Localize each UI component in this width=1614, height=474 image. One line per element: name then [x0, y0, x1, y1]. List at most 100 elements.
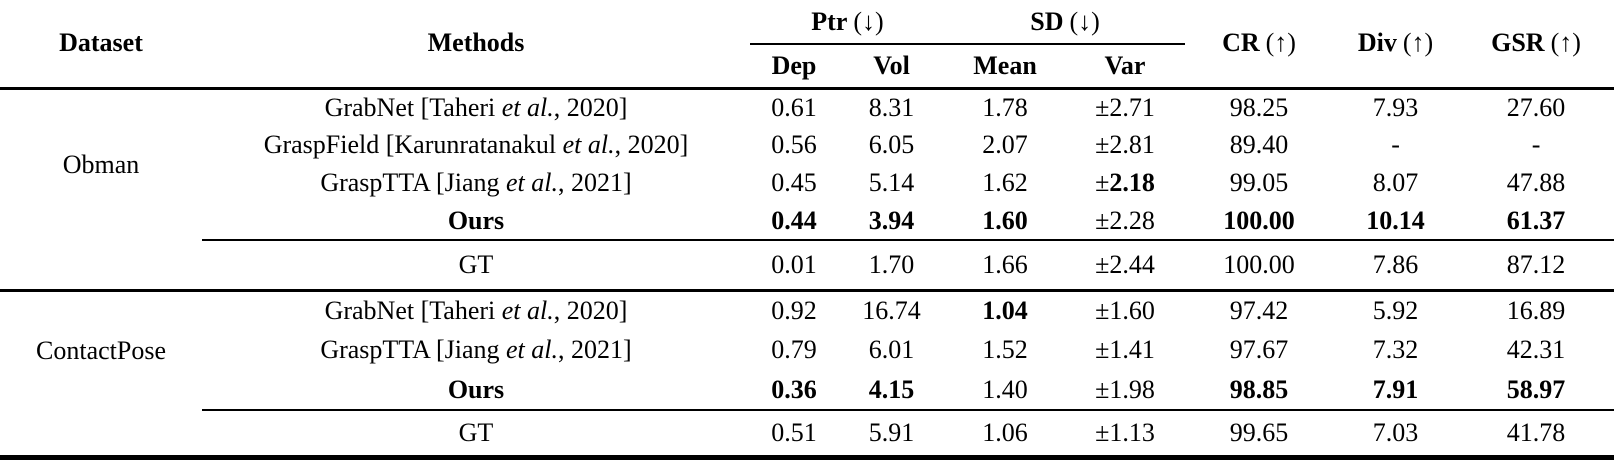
cell-gsr: 87.12: [1458, 239, 1614, 290]
gsr-header-label: GSR: [1491, 28, 1545, 58]
section-contactpose: ContactPose GrabNet [Taheri et al., 2020…: [0, 288, 1614, 460]
cell-method: GrabNet [Taheri et al., 2020]: [324, 92, 628, 122]
cell-method: GraspTTA [Jiang et al., 2021]: [320, 335, 632, 364]
cell-gsr: 41.78: [1458, 409, 1614, 460]
cell-dep: 0.92: [750, 288, 838, 330]
cell-vol: 1.70: [838, 239, 946, 290]
cell-gt-label: GT: [202, 409, 750, 460]
results-table: Dataset Methods Ptr (↓) SD (↓) CR (↑) Div (↑…: [0, 0, 1614, 460]
col-header-div: Div (↑): [1333, 0, 1459, 90]
cell-mean: 1.40: [982, 374, 1028, 404]
dataset-header-label: Dataset: [59, 28, 143, 58]
cell-method: Ours: [447, 374, 505, 404]
down-arrow-icon: (↓): [1069, 6, 1100, 36]
cr-header-label: CR: [1222, 28, 1260, 58]
cell-vol: 5.14: [868, 168, 915, 197]
col-header-methods: Methods: [202, 0, 750, 90]
cell-cr: 98.25: [1229, 92, 1289, 122]
cell-var: ±2.81: [1095, 130, 1155, 159]
col-subheader-var: Var: [1065, 44, 1186, 90]
cell-gt-label: GT: [202, 239, 750, 290]
cell-div: 8.07: [1372, 168, 1419, 197]
cell-dep: 0.56: [771, 130, 817, 159]
cell-cr: 98.85: [1229, 374, 1289, 404]
col-group-ptr: Ptr (↓): [750, 0, 946, 45]
cell-vol: 5.91: [838, 409, 946, 460]
table-row-ours: Ours 0.44 3.94 1.60 ±2.28 100.00 10.14 6…: [0, 202, 1614, 240]
cell-gsr: 42.31: [1506, 335, 1566, 364]
div-header-label: Div: [1357, 28, 1397, 58]
cell-vol: 6.05: [868, 130, 915, 159]
cell-vol: 3.94: [868, 205, 915, 235]
up-arrow-icon: (↑): [1402, 28, 1434, 58]
cell-cr: 100.00: [1223, 205, 1295, 235]
cell-dep: 0.44: [771, 205, 817, 235]
cell-div: -: [1391, 130, 1400, 159]
cell-div: 5.92: [1333, 288, 1459, 330]
cell-method: GraspTTA [Jiang et al., 2021]: [320, 168, 632, 197]
cell-mean: 1.66: [945, 239, 1066, 290]
table-row: ContactPose GrabNet [Taheri et al., 2020…: [0, 288, 1614, 410]
cell-dataset-empty: [0, 240, 202, 290]
cell-dep: 0.79: [771, 335, 817, 364]
cell-div: 7.91: [1372, 374, 1419, 404]
cell-cr: 97.42: [1185, 288, 1334, 330]
header-row-subcolumns: Dep Vol Mean Var: [0, 44, 1614, 90]
cell-mean: 1.78: [982, 92, 1028, 122]
cell-div: 7.03: [1333, 409, 1459, 460]
cell-dep: 0.36: [771, 374, 817, 404]
cell-gsr: -: [1531, 130, 1541, 159]
cell-method: GraspField [Karunratanakul et al., 2020]: [263, 130, 689, 159]
cell-cr: 99.05: [1229, 168, 1289, 197]
cell-vol: 4.15: [868, 374, 915, 404]
sd-group-label: SD: [1030, 6, 1064, 36]
cell-method: GrabNet [Taheri et al., 2020]: [202, 288, 750, 330]
cell-var: ±2.44: [1065, 239, 1186, 290]
cell-dep: 0.01: [750, 239, 838, 290]
cell-mean: 1.04: [945, 288, 1066, 330]
table-row-ours: Ours 0.36 4.15 1.40 ±1.98 98.85 7.91 58.…: [0, 370, 1614, 410]
table-row-gt: GT 0.01 1.70 1.66 ±2.44 100.00 7.86 87.1…: [0, 239, 1614, 290]
cell-div: 7.93: [1372, 92, 1419, 122]
cell-var: ±1.98: [1095, 374, 1155, 404]
methods-header-label: Methods: [427, 28, 525, 58]
cell-gsr: 61.37: [1506, 205, 1566, 235]
col-header-cr: CR (↑): [1185, 0, 1334, 90]
cell-var: ±2.28: [1095, 205, 1155, 235]
col-header-gsr: GSR (↑): [1458, 0, 1614, 90]
cell-mean: 1.60: [982, 205, 1028, 235]
col-header-dataset: Dataset: [0, 0, 202, 90]
up-arrow-icon: (↑): [1265, 28, 1296, 58]
cell-dataset-empty: [0, 410, 202, 460]
cell-cr: 99.65: [1185, 409, 1334, 460]
cell-var: ±1.60: [1065, 288, 1186, 330]
table-row-gt: GT 0.51 5.91 1.06 ±1.13 99.65 7.03 41.78: [0, 409, 1614, 460]
down-arrow-icon: (↓): [853, 6, 884, 36]
header-row-groups: Dataset Methods Ptr (↓) SD (↓) CR (↑) Div (↑…: [0, 0, 1614, 90]
table-row: Obman GrabNet [Taheri et al., 2020] 0.61…: [0, 88, 1614, 179]
col-subheader-vol: Vol: [838, 44, 946, 90]
cell-mean: 1.52: [982, 335, 1028, 364]
cell-vol: 6.01: [868, 335, 915, 364]
cell-var: ±2.18: [1095, 168, 1155, 197]
cell-var: ±1.41: [1095, 335, 1155, 364]
table-row: GraspField [Karunratanakul et al., 2020]…: [0, 126, 1614, 164]
cell-gsr: 16.89: [1458, 288, 1614, 330]
dataset-label-contactpose: ContactPose: [0, 288, 202, 410]
col-group-sd: SD (↓): [945, 0, 1186, 45]
cell-mean: 1.62: [982, 168, 1028, 197]
cell-dep: 0.61: [771, 92, 817, 122]
cell-vol: 8.31: [868, 92, 915, 122]
cell-var: ±2.71: [1095, 92, 1155, 122]
cell-method: Ours: [447, 205, 505, 235]
cell-gsr: 47.88: [1506, 168, 1566, 197]
cell-var: ±1.13: [1065, 409, 1186, 460]
cell-cr: 100.00: [1185, 239, 1334, 290]
cell-div: 7.86: [1333, 239, 1459, 290]
dataset-label-obman: Obman: [62, 149, 140, 179]
table-row: GraspTTA [Jiang et al., 2021] 0.79 6.01 …: [0, 330, 1614, 370]
table-row: GraspTTA [Jiang et al., 2021] 0.45 5.14 …: [0, 164, 1614, 202]
cell-gsr: 27.60: [1506, 92, 1566, 122]
cell-mean: 2.07: [982, 130, 1028, 159]
